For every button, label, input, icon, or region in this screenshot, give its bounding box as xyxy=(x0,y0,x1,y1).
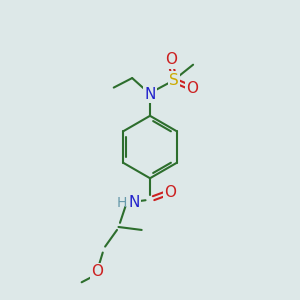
Text: N: N xyxy=(144,87,156,102)
Text: O: O xyxy=(165,52,177,68)
Text: O: O xyxy=(91,264,103,279)
Text: O: O xyxy=(186,81,198,96)
Text: N: N xyxy=(129,195,140,210)
Text: H: H xyxy=(116,196,127,210)
Text: O: O xyxy=(164,185,176,200)
Text: S: S xyxy=(169,73,179,88)
